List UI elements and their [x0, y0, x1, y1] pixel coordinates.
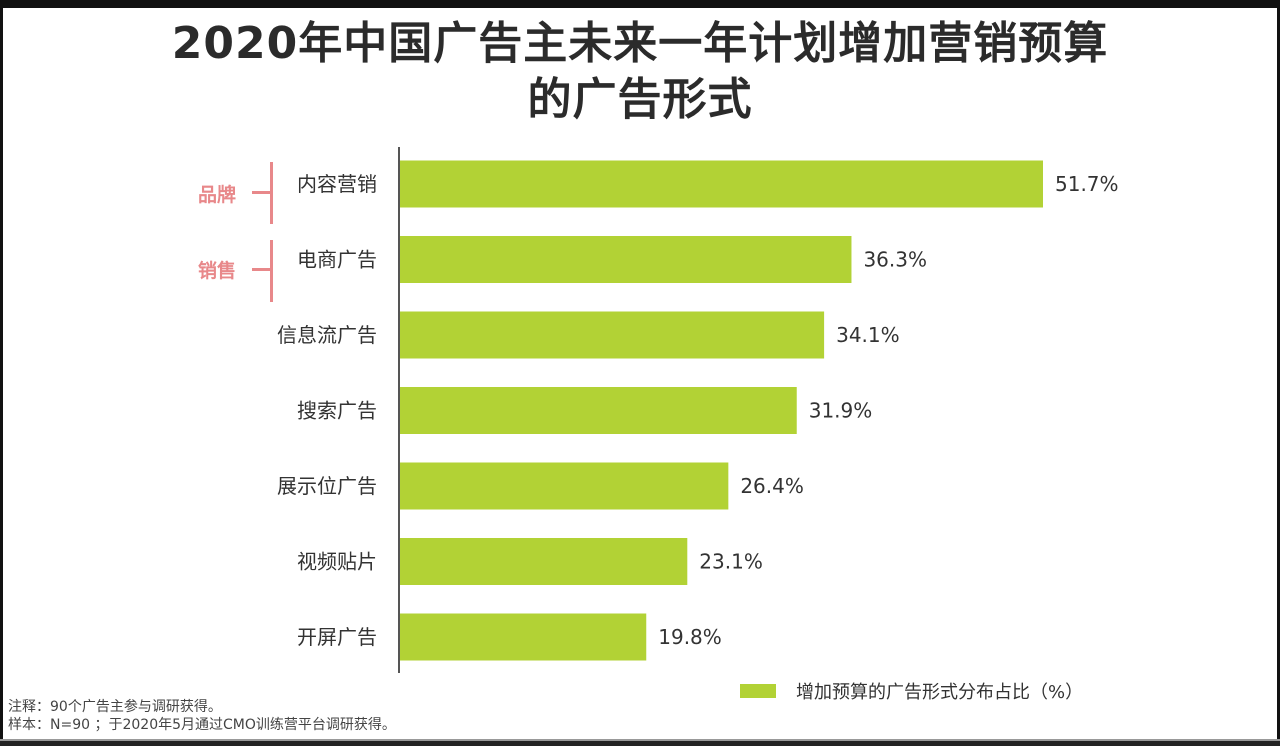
category-label: 电商广告: [297, 248, 377, 272]
bar: [400, 613, 647, 661]
bar: [400, 160, 1043, 208]
value-label: 51.7%: [1055, 172, 1119, 196]
value-label: 26.4%: [740, 474, 804, 498]
legend-swatch: [740, 684, 776, 698]
category-label: 信息流广告: [277, 323, 377, 347]
footnote-sample: 样本：N=90 ；于2020年5月通过CMO训练营平台调研获得。: [8, 717, 396, 733]
annotation-brand: 品牌: [198, 184, 237, 206]
annotation-brand-tick: [252, 191, 270, 194]
footnotes: 注释：90个广告主参与调研获得。 样本：N=90 ；于2020年5月通过CMO训…: [8, 698, 396, 734]
bottom-border: [0, 741, 1280, 746]
chart-title-line-2: 的广告形式: [527, 74, 753, 125]
bar: [400, 462, 729, 510]
bar: [400, 311, 825, 359]
bottom-divider: [0, 739, 1280, 741]
top-border: [0, 0, 1280, 8]
category-label: 内容营销: [297, 172, 377, 196]
chart-legend: 增加预算的广告形式分布占比（%）: [740, 680, 1084, 703]
category-label: 视频贴片: [297, 550, 377, 574]
annotation-sales: 销售: [198, 260, 237, 282]
bar: [400, 538, 688, 585]
category-label: 搜索广告: [297, 399, 377, 423]
value-label: 36.3%: [863, 248, 927, 272]
value-label: 23.1%: [699, 550, 763, 574]
annotation-sales-bracket: [270, 240, 273, 302]
footnote-note: 注释：90个广告主参与调研获得。: [8, 699, 222, 715]
bar: [400, 387, 797, 434]
annotation-sales-tick: [252, 268, 270, 271]
category-label: 开屏广告: [297, 625, 377, 649]
bar: [400, 236, 852, 283]
chart-title-line-1: 2020年中国广告主未来一年计划增加营销预算: [171, 18, 1109, 69]
value-label: 34.1%: [836, 323, 900, 347]
annotation-brand-bracket: [270, 162, 273, 224]
category-label: 展示位广告: [277, 474, 377, 498]
value-label: 19.8%: [658, 625, 722, 649]
value-label: 31.9%: [809, 399, 873, 423]
legend-label: 增加预算的广告形式分布占比（%）: [796, 682, 1084, 703]
